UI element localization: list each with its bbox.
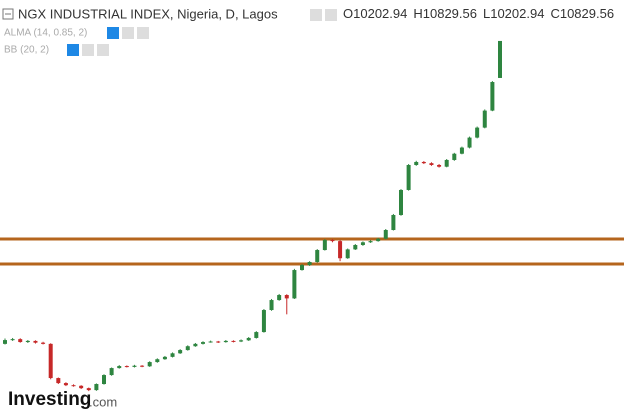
candle-body (216, 341, 221, 343)
watermark-suffix: .com (89, 394, 117, 409)
candle-body (322, 240, 327, 251)
candle-body (437, 164, 442, 167)
ohlc-prefix: O (343, 6, 353, 21)
candle-body (292, 270, 297, 299)
candle-body (56, 378, 61, 384)
candle-body (162, 356, 167, 360)
settings-icon[interactable] (325, 9, 337, 21)
candle-body (86, 388, 91, 391)
collapse-icon[interactable] (2, 8, 14, 20)
candle-body (33, 340, 38, 343)
candle-body (25, 340, 30, 343)
candle-body (208, 341, 213, 343)
candle-body (102, 375, 106, 385)
watermark: Investing (8, 389, 91, 410)
candle-body (383, 230, 388, 239)
candle-body (330, 240, 335, 242)
candle-body (307, 262, 312, 266)
chart-title: NGX INDUSTRIAL INDEX, Nigeria, D, Lagos (18, 6, 278, 21)
candle-body (246, 337, 251, 341)
candle-body (345, 249, 350, 259)
indicator-label: BB (20, 2) (4, 45, 49, 56)
close-icon[interactable] (97, 44, 109, 56)
candle-body (300, 265, 304, 271)
candle-body (490, 82, 495, 111)
candle-body (421, 161, 426, 164)
eye-icon[interactable] (67, 44, 79, 56)
candle-body (399, 189, 403, 216)
candle-body (429, 163, 434, 165)
candle-body (482, 110, 487, 128)
candle-body (10, 339, 15, 341)
candle-body (452, 153, 457, 160)
candle-body (261, 310, 266, 333)
candle-body (459, 147, 464, 154)
candle-body (376, 238, 381, 242)
candle-body (414, 161, 419, 165)
candle-body (467, 137, 472, 148)
candle-body (315, 250, 320, 263)
eye-icon[interactable] (310, 9, 322, 21)
candle-body (239, 340, 244, 342)
candle-body (406, 164, 411, 190)
candle-body (63, 383, 68, 386)
eye-icon[interactable] (107, 27, 119, 39)
candle-body (353, 245, 358, 250)
ohlc-prefix: C (550, 6, 559, 21)
header-icons (310, 9, 337, 21)
candle-body (155, 359, 160, 363)
candle-body (185, 346, 190, 351)
ohlc-prefix: H (413, 6, 422, 21)
settings-icon[interactable] (122, 27, 134, 39)
candle-body (475, 127, 480, 138)
close-icon[interactable] (137, 27, 149, 39)
candle-body (201, 342, 205, 344)
candle-body (231, 340, 236, 342)
candle-body (18, 339, 23, 343)
candle-body (254, 332, 259, 338)
settings-icon[interactable] (82, 44, 94, 56)
candle-body (41, 342, 46, 344)
candle-body (132, 365, 137, 367)
candle-body (79, 385, 84, 389)
ohlc-value: 10202.94 (490, 6, 544, 21)
candle-body (284, 295, 289, 299)
candle-body (170, 353, 175, 357)
candle-body (124, 366, 129, 368)
candle-body (109, 368, 114, 376)
candle-body (147, 362, 152, 367)
candle-body (269, 300, 274, 311)
candle-body (48, 343, 53, 379)
candle-body (277, 295, 282, 301)
candle-body (368, 241, 373, 243)
candle-body (223, 340, 228, 343)
candle-body (94, 384, 99, 391)
indicator-label: ALMA (14, 0.85, 2) (4, 28, 87, 39)
candle-body (338, 241, 343, 259)
candle-body (140, 365, 145, 367)
candle-body (193, 343, 198, 347)
candle-body (391, 215, 396, 231)
candle-body (117, 366, 122, 369)
candle-body (178, 350, 183, 354)
candle-body (71, 385, 76, 387)
ohlc-value: 10829.56 (423, 6, 477, 21)
ohlc-readout: O10202.94 H10829.56 L10202.94 C10829.56 (343, 6, 614, 21)
ohlc-value: 10829.56 (560, 6, 614, 21)
candle-body (498, 40, 502, 78)
candle-body (444, 159, 449, 167)
ohlc-prefix: L (483, 6, 490, 21)
ohlc-value: 10202.94 (353, 6, 407, 21)
candle-body (360, 242, 365, 246)
candle-body (3, 340, 7, 344)
